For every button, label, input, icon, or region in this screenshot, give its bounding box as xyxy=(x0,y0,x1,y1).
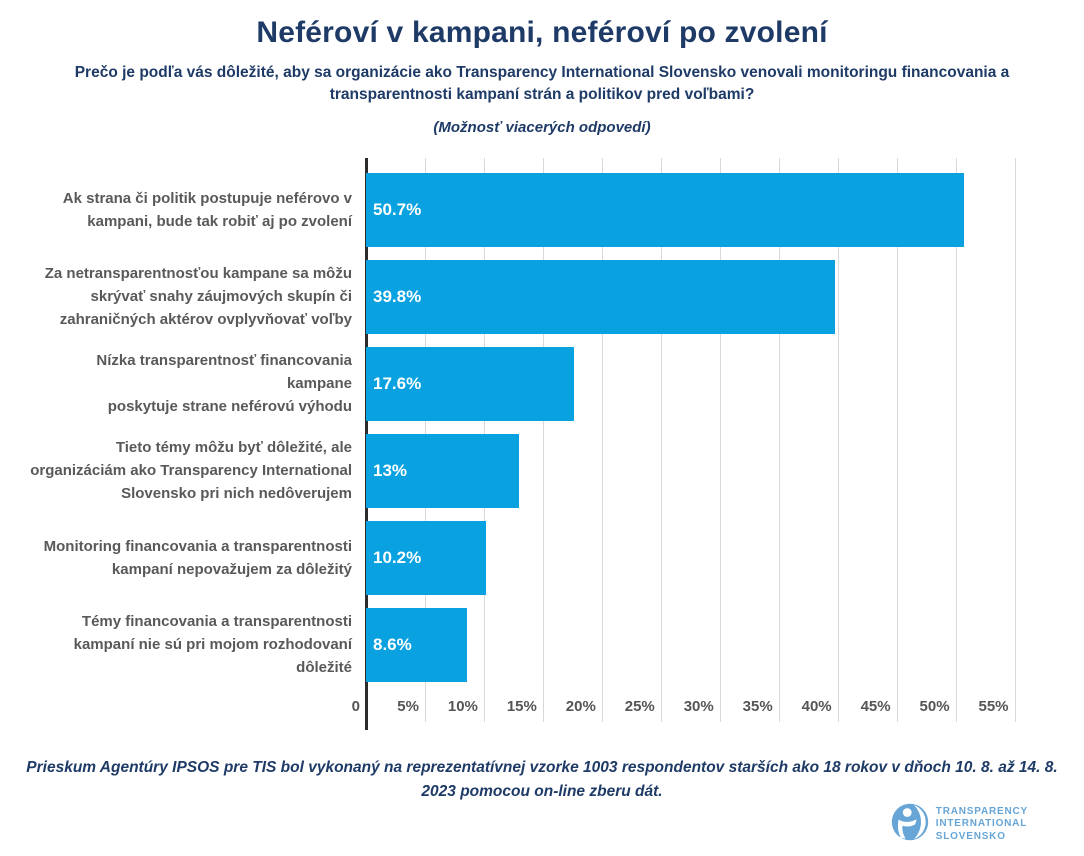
category-label: Monitoring financovania a transparentnos… xyxy=(43,537,352,578)
bar-row: 10.2% xyxy=(366,514,1044,601)
bar-row: 8.6% xyxy=(366,601,1044,688)
category-label: Za netransparentnosťou kampane sa môžu s… xyxy=(44,265,352,329)
bar-value-label: 10.2% xyxy=(373,547,422,567)
logo-wordmark: TRANSPARENCY INTERNATIONAL SLOVENSKO xyxy=(936,806,1028,844)
chart-subtitle: Prečo je podľa vás dôležité, aby sa orga… xyxy=(74,64,1010,103)
bar-row: 17.6% xyxy=(366,340,1044,427)
x-tick-label: 20% xyxy=(565,698,596,716)
x-tick-label: 5% xyxy=(397,698,419,716)
x-tick-label: 40% xyxy=(801,698,832,716)
multiple-answers-note: (Možnosť viacerých odpovedí) xyxy=(433,119,651,137)
gridline xyxy=(778,158,780,723)
logo-line: INTERNATIONAL xyxy=(935,818,1028,830)
bar-value-label: 39.8% xyxy=(373,286,422,306)
bar: 13% xyxy=(366,433,520,508)
bar-chart: Ak strana či politik postupuje neférovo … xyxy=(30,158,1044,731)
x-tick-label: 30% xyxy=(683,698,714,716)
bars-group: 50.7% 39.8% 17.6% 13% 10.2% 8.6% xyxy=(366,158,1044,688)
x-tick-label: 35% xyxy=(742,698,773,716)
category-label: Témy financovania a transparentnosti kam… xyxy=(73,613,352,677)
x-tick-label: 55% xyxy=(978,698,1009,716)
bar-value-label: 13% xyxy=(373,460,408,480)
bar-row: 50.7% xyxy=(366,166,1044,253)
category-label: Tieto témy môžu byť dôležité, ale organi… xyxy=(30,439,352,503)
gridline xyxy=(542,158,544,723)
bar-row: 39.8% xyxy=(366,253,1044,340)
bar-value-label: 17.6% xyxy=(373,373,422,393)
bar: 39.8% xyxy=(366,259,836,334)
transparency-international-logo: TRANSPARENCY INTERNATIONAL SLOVENSKO xyxy=(891,803,1028,846)
bar: 17.6% xyxy=(366,346,574,421)
source-note: Prieskum Agentúry IPSOS pre TIS bol vyko… xyxy=(26,759,1058,801)
gridline xyxy=(837,158,839,723)
x-tick-label: 25% xyxy=(624,698,655,716)
plot-area: 50.7% 39.8% 17.6% 13% 10.2% 8.6% xyxy=(352,158,1044,731)
bar: 50.7% xyxy=(366,172,964,247)
x-tick-label: 0 xyxy=(351,698,360,716)
gridline xyxy=(896,158,898,723)
gridline xyxy=(660,158,662,723)
ti-globe-icon xyxy=(891,803,929,846)
gridline xyxy=(955,158,957,723)
chart-title: Neféroví v kampani, neféroví po zvolení xyxy=(256,16,828,49)
logo-line: SLOVENSKO xyxy=(935,830,1006,842)
logo-line: TRANSPARENCY xyxy=(935,805,1028,817)
category-labels-column: Ak strana či politik postupuje neférovo … xyxy=(30,158,366,730)
bar-row: 13% xyxy=(366,427,1044,514)
x-tick-label: 10% xyxy=(447,698,478,716)
bar-value-label: 50.7% xyxy=(373,199,422,219)
bar-value-label: 8.6% xyxy=(373,634,412,654)
category-label: Nízka transparentnosť financovania kampa… xyxy=(96,352,352,416)
gridline xyxy=(1014,158,1016,723)
bar: 10.2% xyxy=(366,520,487,595)
x-tick-label: 45% xyxy=(860,698,891,716)
x-tick-label: 50% xyxy=(919,698,950,716)
x-axis: 0 5% 10% 15% 20% 25% 30% 35% 40% 45% 50%… xyxy=(352,688,1044,730)
gridline xyxy=(719,158,721,723)
gridline xyxy=(601,158,603,723)
bar: 8.6% xyxy=(366,607,468,682)
category-label: Ak strana či politik postupuje neférovo … xyxy=(62,189,352,230)
x-tick-label: 15% xyxy=(506,698,537,716)
